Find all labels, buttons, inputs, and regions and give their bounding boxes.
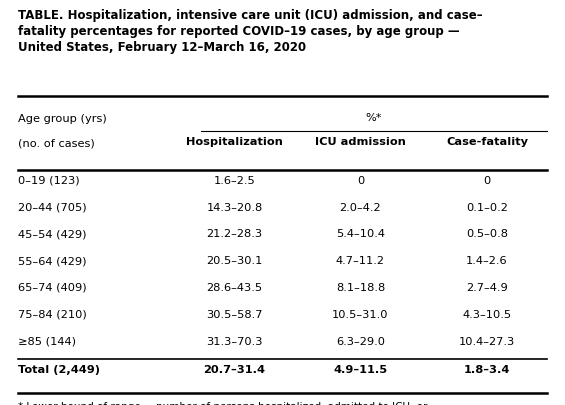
Text: * Lower bound of range = number of persons hospitalized, admitted to ICU, or: * Lower bound of range = number of perso… — [18, 401, 428, 405]
Text: 6.3–29.0: 6.3–29.0 — [336, 336, 385, 346]
Text: 20–44 (705): 20–44 (705) — [18, 202, 86, 212]
Text: 0.5–0.8: 0.5–0.8 — [466, 229, 508, 239]
Text: 1.4–2.6: 1.4–2.6 — [466, 256, 508, 266]
Text: ≥85 (144): ≥85 (144) — [18, 336, 76, 346]
Text: 10.4–27.3: 10.4–27.3 — [459, 336, 515, 346]
Text: 0: 0 — [484, 175, 490, 185]
Text: TABLE. Hospitalization, intensive care unit (ICU) admission, and case–
fatality : TABLE. Hospitalization, intensive care u… — [18, 9, 483, 54]
Text: 4.3–10.5: 4.3–10.5 — [463, 309, 511, 319]
Text: 0: 0 — [357, 175, 364, 185]
Text: 2.7–4.9: 2.7–4.9 — [466, 282, 508, 292]
Text: Age group (yrs): Age group (yrs) — [18, 113, 107, 124]
Text: Case-fatality: Case-fatality — [446, 137, 528, 147]
Text: 65–74 (409): 65–74 (409) — [18, 282, 86, 292]
Text: 8.1–18.8: 8.1–18.8 — [336, 282, 385, 292]
Text: 1.8–3.4: 1.8–3.4 — [464, 364, 510, 374]
Text: 31.3–70.3: 31.3–70.3 — [206, 336, 263, 346]
Text: 21.2–28.3: 21.2–28.3 — [206, 229, 263, 239]
Text: 20.5–30.1: 20.5–30.1 — [206, 256, 263, 266]
Text: (no. of cases): (no. of cases) — [18, 139, 95, 149]
Text: 75–84 (210): 75–84 (210) — [18, 309, 87, 319]
Text: 55–64 (429): 55–64 (429) — [18, 256, 86, 266]
Text: 4.9–11.5: 4.9–11.5 — [333, 364, 388, 374]
Text: 4.7–11.2: 4.7–11.2 — [336, 256, 385, 266]
Text: 2.0–4.2: 2.0–4.2 — [340, 202, 381, 212]
Text: 28.6–43.5: 28.6–43.5 — [206, 282, 263, 292]
Text: Hospitalization: Hospitalization — [186, 137, 283, 147]
Text: %*: %* — [366, 113, 382, 123]
Text: 0–19 (123): 0–19 (123) — [18, 175, 80, 185]
Text: 20.7–31.4: 20.7–31.4 — [203, 364, 266, 374]
Text: 5.4–10.4: 5.4–10.4 — [336, 229, 385, 239]
Text: ICU admission: ICU admission — [315, 137, 406, 147]
Text: 30.5–58.7: 30.5–58.7 — [206, 309, 263, 319]
Text: 14.3–20.8: 14.3–20.8 — [206, 202, 263, 212]
Text: 10.5–31.0: 10.5–31.0 — [332, 309, 389, 319]
Text: 45–54 (429): 45–54 (429) — [18, 229, 86, 239]
Text: Total (2,449): Total (2,449) — [18, 364, 100, 374]
Text: 0.1–0.2: 0.1–0.2 — [466, 202, 508, 212]
Text: 1.6–2.5: 1.6–2.5 — [214, 175, 255, 185]
